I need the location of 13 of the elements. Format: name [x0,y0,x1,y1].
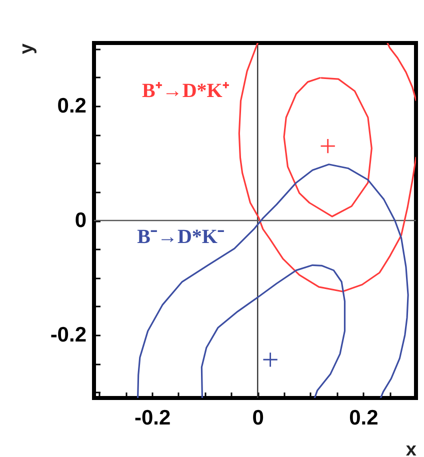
x-tick-label: 0.2 [349,406,378,430]
series-label: B⁻→D*K⁻ [137,226,224,248]
y-tick-label: 0.2 [57,94,86,118]
line-series [200,264,346,398]
y-axis-title: y [16,43,38,54]
y-tick-label: -0.2 [50,324,86,347]
line-series [283,77,372,218]
x-tick-label: 0 [252,406,264,430]
x-tick-label: -0.2 [134,406,171,430]
y-tick-label: 0 [74,209,86,232]
line-series [137,164,409,398]
series-label: B⁺→D*K⁺ [142,80,230,102]
x-axis-title: x [406,440,417,457]
